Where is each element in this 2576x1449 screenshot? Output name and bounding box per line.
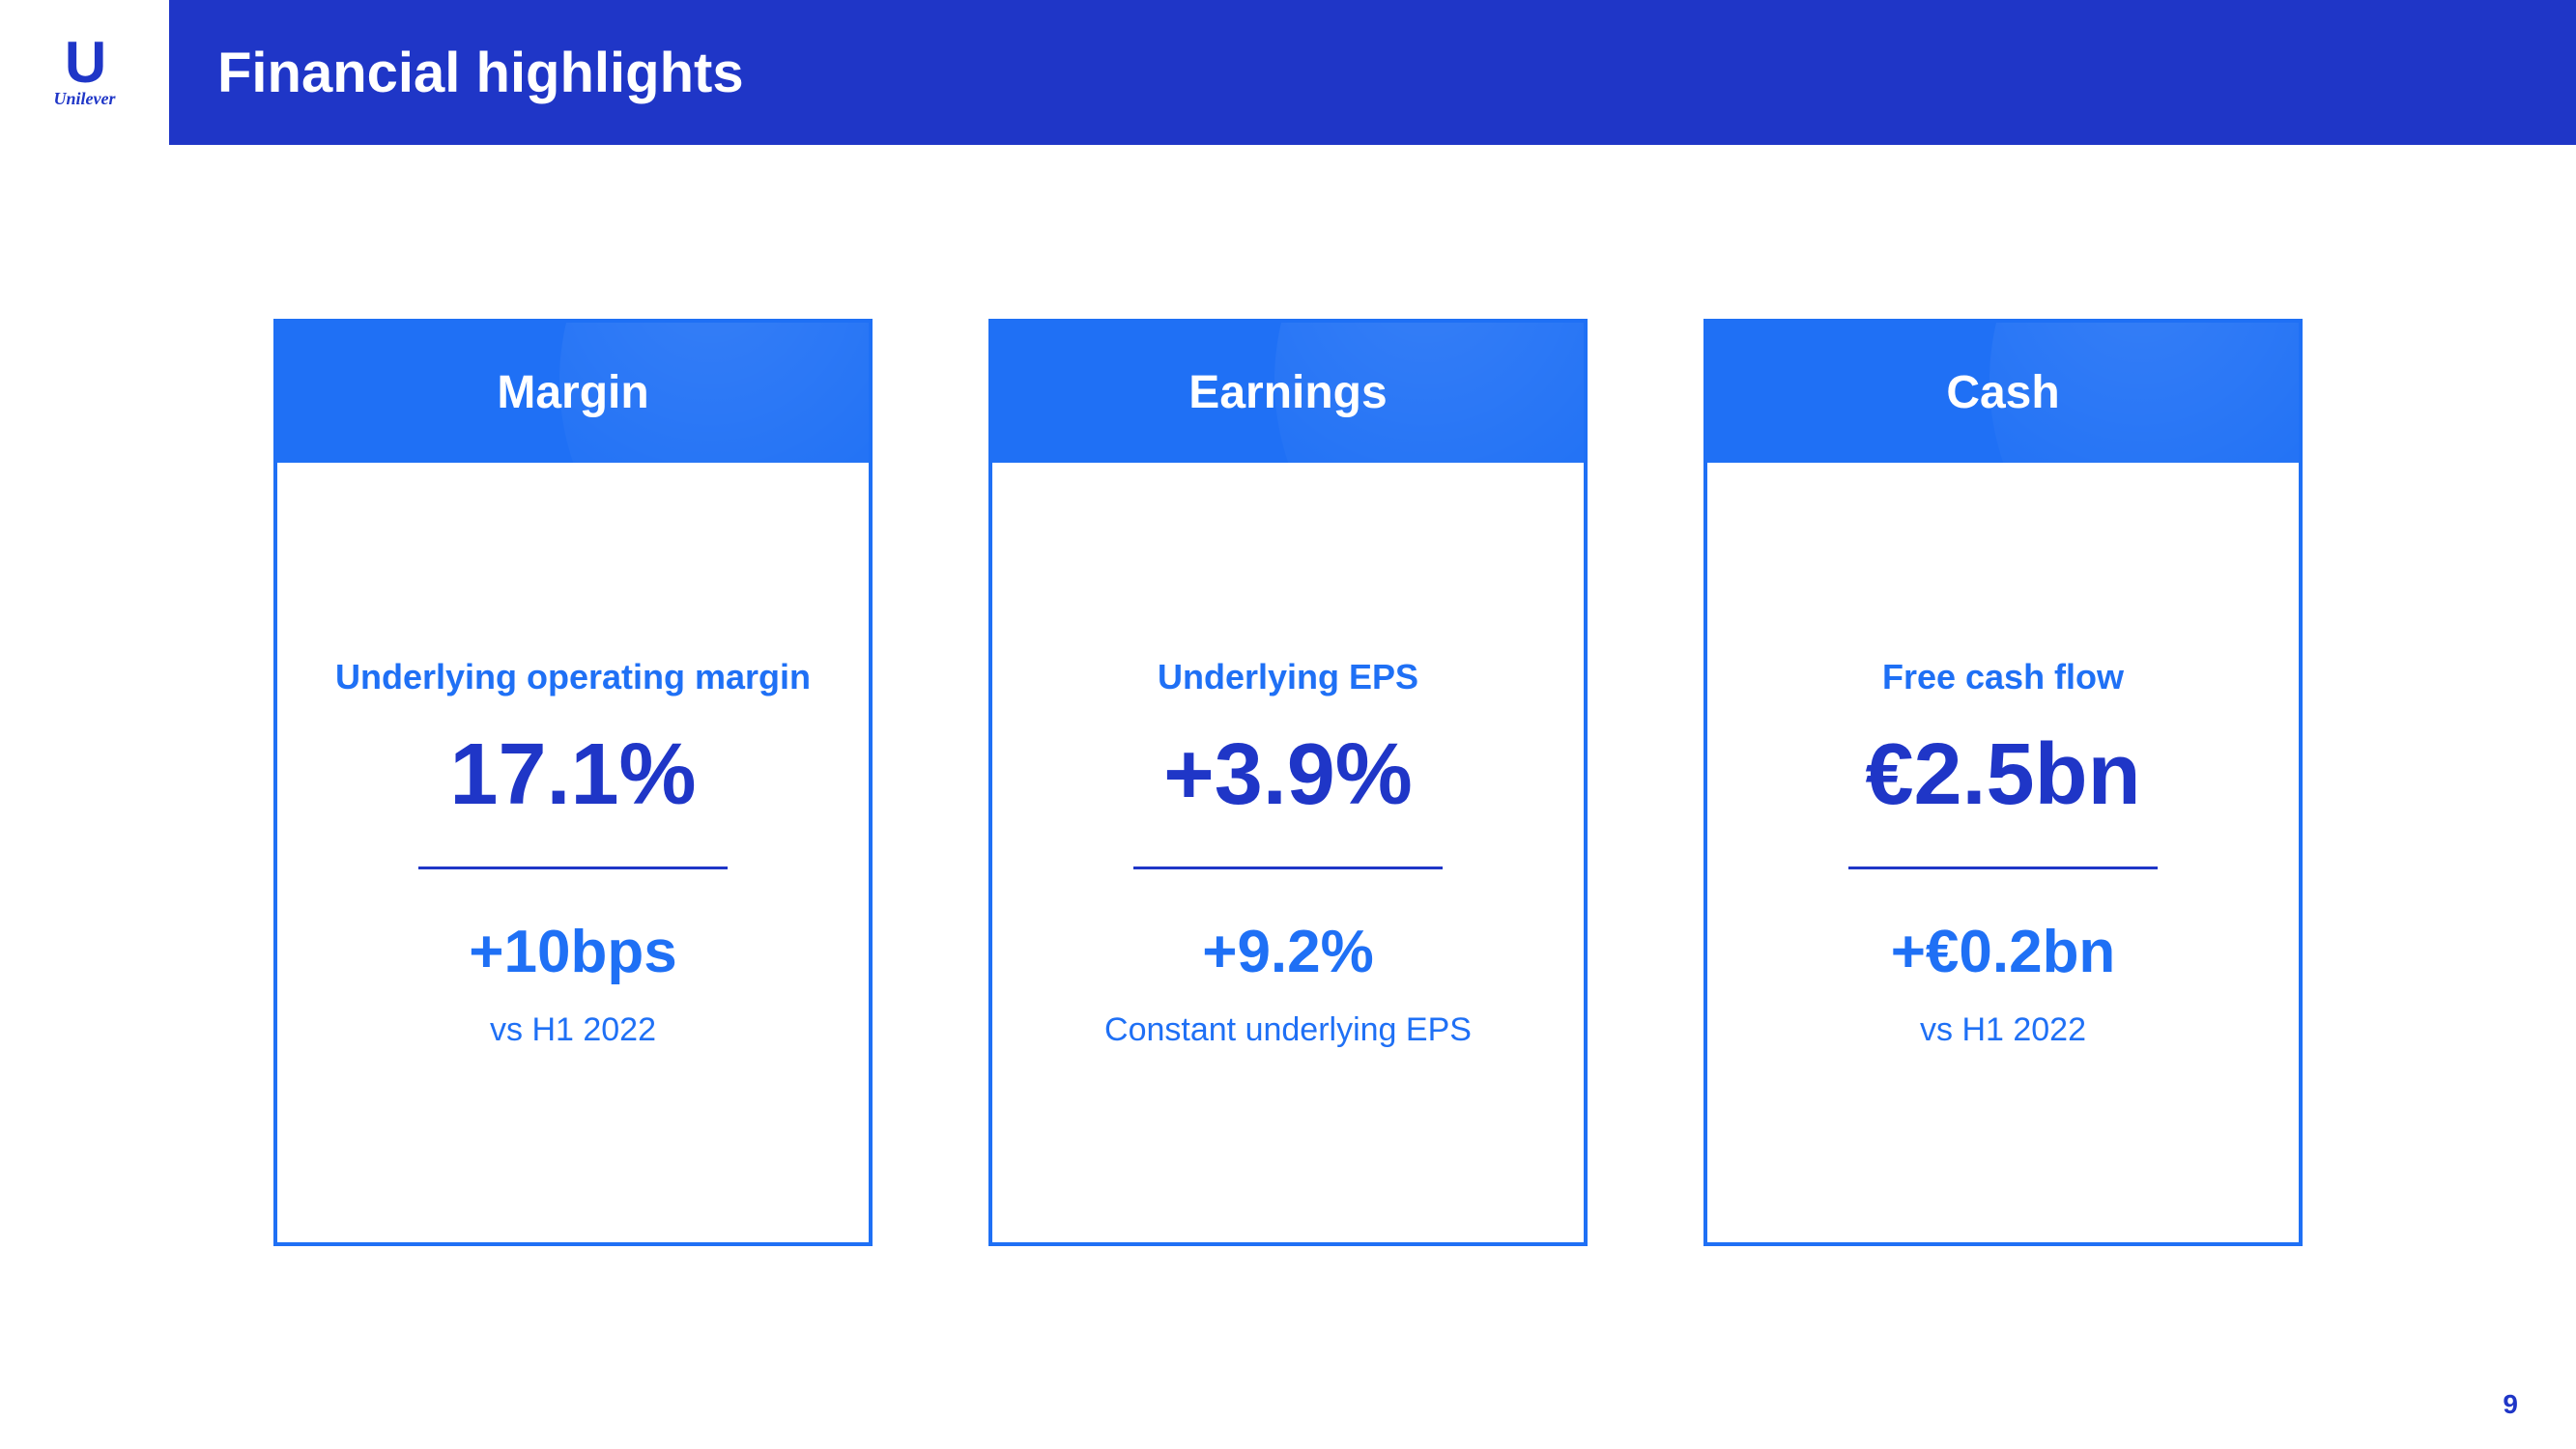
card-title: Cash [1946, 366, 2059, 419]
brand-logo: U Unilever [54, 37, 116, 109]
logo-script: Unilever [54, 89, 116, 109]
metric-sub-value: +€0.2bn [1891, 923, 2116, 982]
card-header: Earnings [992, 323, 1584, 463]
metric-top-label: Underlying operating margin [335, 657, 811, 697]
card-margin: Margin Underlying operating margin 17.1%… [273, 319, 873, 1246]
metric-top-label: Free cash flow [1882, 657, 2124, 697]
metric-sub-value: +10bps [469, 923, 676, 982]
card-body: Underlying operating margin 17.1% +10bps… [277, 463, 869, 1242]
divider [418, 867, 728, 869]
card-earnings: Earnings Underlying EPS +3.9% +9.2% Cons… [988, 319, 1588, 1246]
metric-sub-value: +9.2% [1202, 923, 1374, 982]
logo-container: U Unilever [0, 0, 169, 145]
metric-bottom-label: Constant underlying EPS [1104, 1011, 1472, 1049]
logo-letter: U [54, 37, 116, 89]
page-title: Financial highlights [217, 41, 744, 105]
cards-row: Margin Underlying operating margin 17.1%… [0, 145, 2576, 1246]
card-title: Margin [497, 366, 648, 419]
slide-header: U Unilever Financial highlights [0, 0, 2576, 145]
card-title: Earnings [1188, 366, 1387, 419]
metric-bottom-label: vs H1 2022 [1920, 1011, 2086, 1049]
metric-bottom-label: vs H1 2022 [490, 1011, 656, 1049]
divider [1848, 867, 2158, 869]
card-header: Cash [1707, 323, 2299, 463]
metric-main-value: 17.1% [449, 731, 696, 818]
divider [1133, 867, 1443, 869]
card-cash: Cash Free cash flow €2.5bn +€0.2bn vs H1… [1703, 319, 2303, 1246]
card-body: Underlying EPS +3.9% +9.2% Constant unde… [992, 463, 1584, 1242]
card-body: Free cash flow €2.5bn +€0.2bn vs H1 2022 [1707, 463, 2299, 1242]
page-number: 9 [2503, 1389, 2518, 1420]
title-bar: Financial highlights [169, 0, 2576, 145]
card-header: Margin [277, 323, 869, 463]
metric-main-value: €2.5bn [1865, 731, 2140, 818]
metric-main-value: +3.9% [1163, 731, 1413, 818]
metric-top-label: Underlying EPS [1158, 657, 1418, 697]
